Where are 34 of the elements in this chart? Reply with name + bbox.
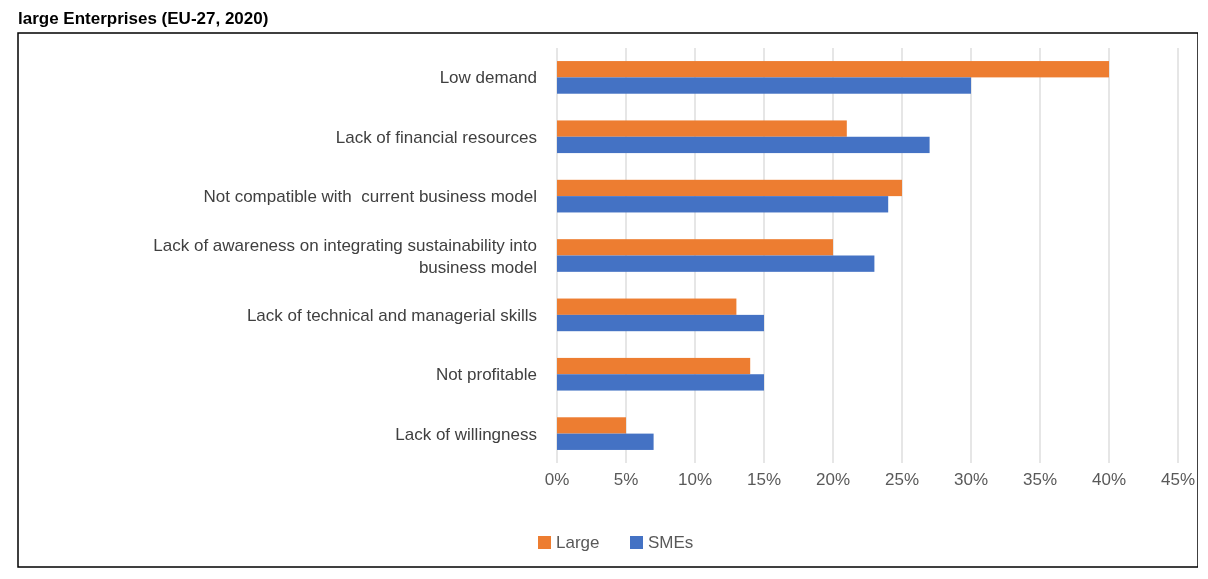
x-tick-label: 40% [1091,470,1127,489]
bar [557,433,654,450]
x-tick-label: 0% [544,470,570,489]
x-tick-label: 45% [1160,470,1196,489]
legend-label: Large [556,533,600,552]
y-tick-label: Not compatible with current business model [203,187,537,207]
bar [557,120,847,137]
bar [557,374,764,391]
y-tick-label: Lack of willingness [395,424,537,444]
x-tick-label: 15% [746,470,782,489]
x-tick-label: 25% [884,470,920,489]
y-tick-label: Lack of awareness on integrating sustainability into business model [153,235,537,277]
bar [557,239,833,256]
bar [557,136,930,154]
x-tick-label: 10% [677,470,713,489]
legend-label: SMEs [648,533,694,552]
bar [557,357,751,375]
y-tick-label: Lack of financial resources [335,127,537,147]
bar [557,298,737,315]
y-tick-label: Low demand [439,68,537,88]
x-tick-label: 20% [815,470,851,489]
bar [557,179,902,197]
bar [557,255,875,272]
x-tick-label: 35% [1022,470,1058,489]
text: large Enterprises (EU-27, 2020) [18,9,269,28]
y-tick-label: Lack of technical and managerial skills [246,305,537,325]
bar [557,417,626,434]
bar [557,314,764,332]
bar [557,61,1109,78]
y-tick-label: Not profitable [435,365,537,385]
bar [557,196,889,213]
x-tick-label: 30% [953,470,989,489]
bar [557,77,971,94]
x-tick-label: 5% [613,470,639,489]
